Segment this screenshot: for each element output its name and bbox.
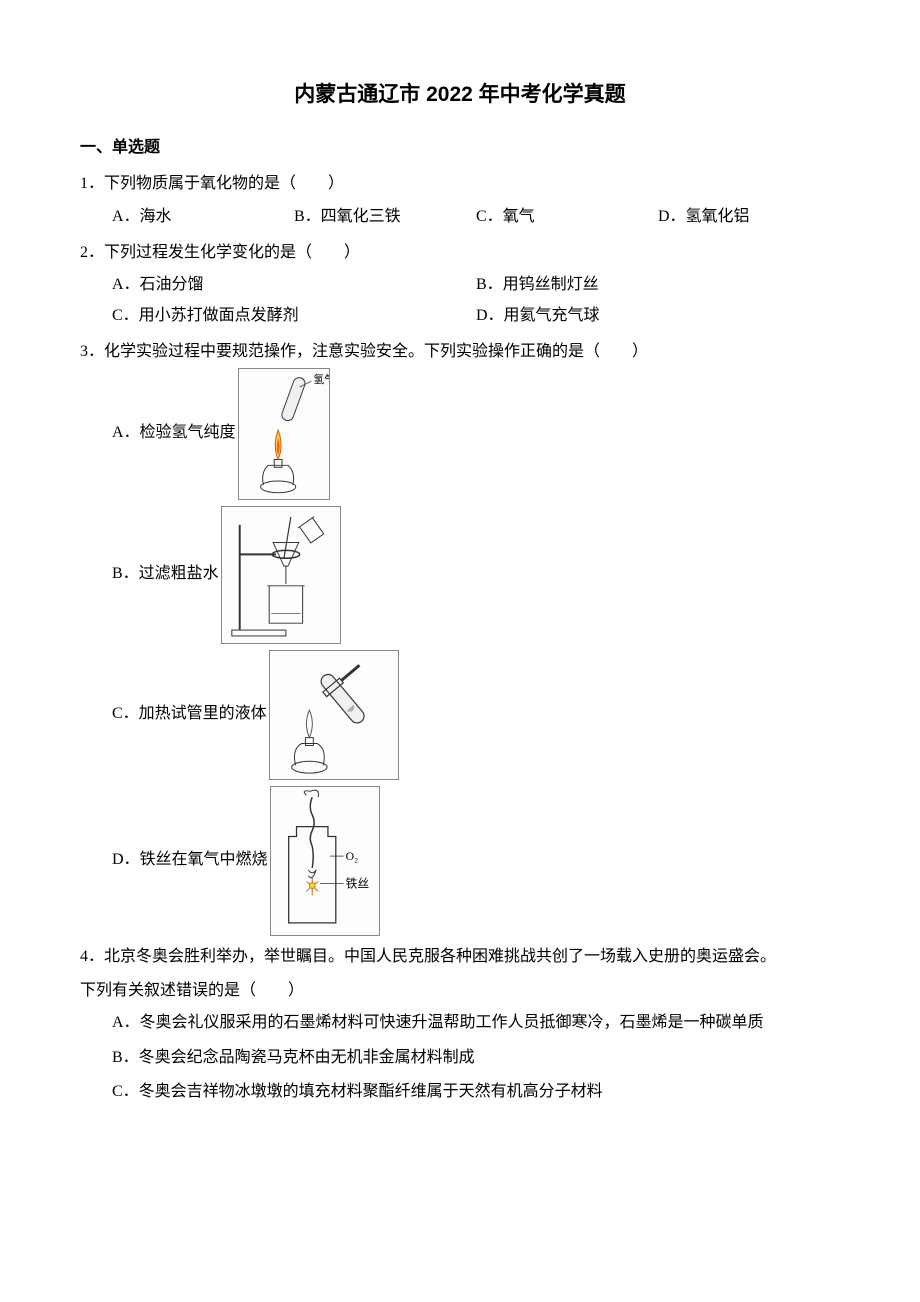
q4-option-c: C．冬奥会吉祥物冰墩墩的填充材料聚酯纤维属于天然有机高分子材料 <box>112 1077 840 1107</box>
q2-number: 2． <box>80 238 104 268</box>
q1-option-a: A．海水 <box>112 202 294 232</box>
q4-number: 4． <box>80 942 104 972</box>
page-title: 内蒙古通辽市 2022 年中考化学真题 <box>80 75 840 115</box>
q1-option-d: D．氢氧化铝 <box>658 202 840 232</box>
q1-options: A．海水 B．四氧化三铁 C．氧气 D．氢氧化铝 <box>80 202 840 232</box>
q1-stem: 下列物质属于氧化物的是（ ） <box>104 169 840 199</box>
q4-stem-line2: 下列有关叙述错误的是（ ） <box>80 976 840 1006</box>
question-2: 2． 下列过程发生化学变化的是（ ） A．石油分馏 B．用钨丝制灯丝 C．用小苏… <box>80 238 840 331</box>
q1-number: 1． <box>80 169 104 199</box>
q3-img-d-label-wire: 铁丝 <box>345 877 369 890</box>
q3-option-c: C．加热试管里的液体 <box>80 650 840 780</box>
q3-option-a: A．检验氢气纯度 氢气 <box>80 368 840 500</box>
q2-option-c: C．用小苏打做面点发酵剂 <box>112 301 476 331</box>
q3-image-b <box>221 506 341 644</box>
q3-number: 3． <box>80 337 104 367</box>
q3-option-b: B．过滤粗盐水 <box>80 506 840 644</box>
q3-option-b-label: B．过滤粗盐水 <box>112 559 219 589</box>
q3-option-d: D．铁丝在氧气中燃烧 <box>80 786 840 936</box>
q3-option-c-label: C．加热试管里的液体 <box>112 699 267 729</box>
q2-option-a: A．石油分馏 <box>112 270 476 300</box>
q4-option-b: B．冬奥会纪念品陶瓷马克杯由无机非金属材料制成 <box>112 1043 840 1073</box>
q3-image-c <box>269 650 399 780</box>
section-header: 一、单选题 <box>80 133 840 163</box>
question-3: 3． 化学实验过程中要规范操作，注意实验安全。下列实验操作正确的是（ ） A．检… <box>80 337 840 935</box>
q4-option-a: A．冬奥会礼仪服采用的石墨烯材料可快速升温帮助工作人员抵御寒冷，石墨烯是一种碳单… <box>112 1008 840 1038</box>
q3-image-d: O₂ 铁丝 <box>270 786 380 936</box>
q3-stem: 化学实验过程中要规范操作，注意实验安全。下列实验操作正确的是（ ） <box>104 337 840 367</box>
q2-options: A．石油分馏 B．用钨丝制灯丝 C．用小苏打做面点发酵剂 D．用氦气充气球 <box>80 270 840 331</box>
q3-image-a: 氢气 <box>238 368 330 500</box>
q1-option-b: B．四氧化三铁 <box>294 202 476 232</box>
q4-options: A．冬奥会礼仪服采用的石墨烯材料可快速升温帮助工作人员抵御寒冷，石墨烯是一种碳单… <box>80 1008 840 1107</box>
question-4: 4． 北京冬奥会胜利举办，举世瞩目。中国人民克服各种困难挑战共创了一场载入史册的… <box>80 942 840 1108</box>
q3-img-a-label: 氢气 <box>313 373 329 386</box>
q3-img-d-label-o2: O₂ <box>345 850 358 863</box>
q1-option-c: C．氧气 <box>476 202 658 232</box>
q2-stem: 下列过程发生化学变化的是（ ） <box>104 238 840 268</box>
q3-option-a-label: A．检验氢气纯度 <box>112 418 236 448</box>
q2-option-d: D．用氦气充气球 <box>476 301 840 331</box>
question-1: 1． 下列物质属于氧化物的是（ ） A．海水 B．四氧化三铁 C．氧气 D．氢氧… <box>80 169 840 232</box>
q3-option-d-label: D．铁丝在氧气中燃烧 <box>112 845 268 875</box>
q4-stem-line1: 北京冬奥会胜利举办，举世瞩目。中国人民克服各种困难挑战共创了一场载入史册的奥运盛… <box>104 942 840 972</box>
q2-option-b: B．用钨丝制灯丝 <box>476 270 840 300</box>
